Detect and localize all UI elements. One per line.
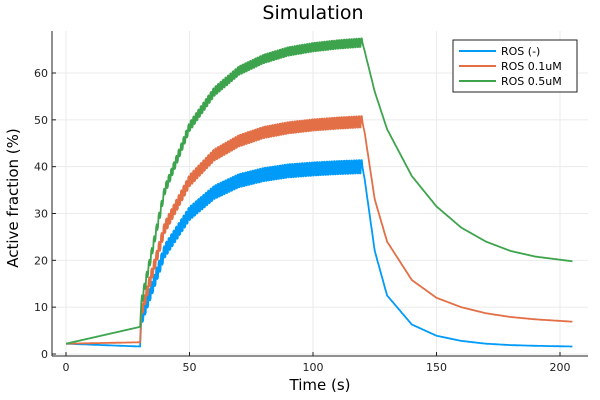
x-tick-label: 200 [550, 361, 571, 374]
chart-title: Simulation [262, 2, 363, 24]
legend-label-1: ROS 0.1uM [501, 60, 562, 73]
series-line-0 [65, 159, 573, 348]
y-tick-label: 0 [41, 348, 48, 361]
y-tick-label: 40 [34, 161, 48, 174]
tick-labels: 0 50 100 150 200 0 10 20 30 40 50 60 [34, 67, 571, 374]
x-tick-label: 50 [183, 361, 197, 374]
series-lines [65, 37, 573, 348]
legend-label-0: ROS (-) [501, 45, 540, 58]
y-axis-label: Active fraction (%) [4, 128, 22, 268]
series-line-2 [65, 37, 573, 345]
series-line-1 [65, 115, 573, 345]
y-tick-label: 60 [34, 67, 48, 80]
y-tick-label: 10 [34, 301, 48, 314]
y-tick-label: 20 [34, 254, 48, 267]
y-tick-label: 50 [34, 114, 48, 127]
axes [51, 31, 588, 357]
legend: ROS (-) ROS 0.1uM ROS 0.5uM [452, 39, 578, 93]
x-tick-label: 0 [63, 361, 70, 374]
y-tick-label: 30 [34, 208, 48, 221]
x-tick-label: 150 [426, 361, 447, 374]
legend-label-2: ROS 0.5uM [501, 75, 562, 88]
x-tick-label: 100 [303, 361, 324, 374]
x-axis-label: Time (s) [289, 376, 351, 394]
